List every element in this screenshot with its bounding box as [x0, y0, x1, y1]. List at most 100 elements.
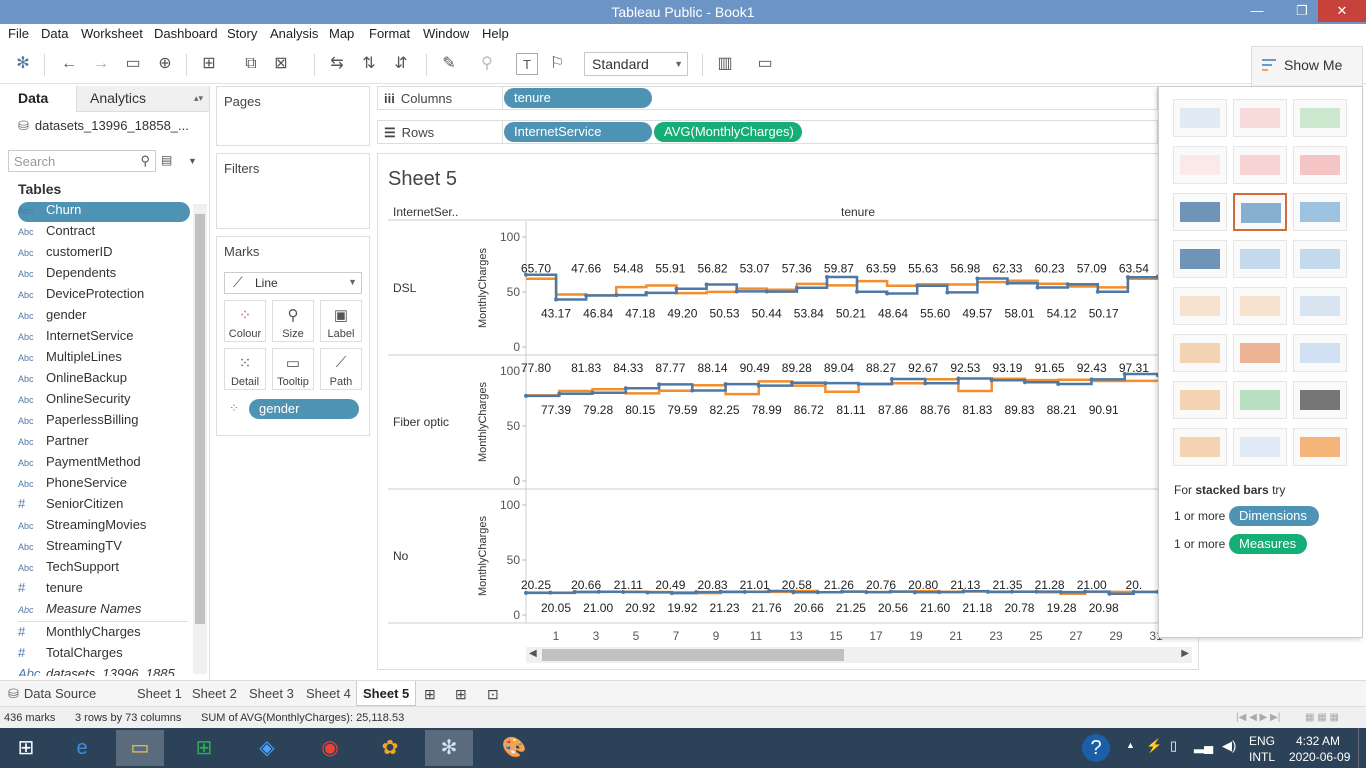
- duplicate-sheet-icon[interactable]: ⧉: [245, 55, 257, 72]
- field-multiplelines[interactable]: Abc MultipleLines: [18, 349, 190, 369]
- line-continuous-thumbnail-icon[interactable]: [1173, 287, 1227, 325]
- language-code[interactable]: ENG: [1249, 734, 1276, 748]
- grid-view-icon[interactable]: ▦ ▦ ▦: [1305, 712, 1339, 723]
- help-icon[interactable]: ?: [1082, 734, 1110, 762]
- undo-icon[interactable]: ←: [61, 55, 77, 72]
- field-gender[interactable]: Abc gender: [18, 307, 190, 327]
- battery-icon[interactable]: ▯: [1170, 738, 1178, 753]
- network-icon[interactable]: ⚡: [1146, 738, 1163, 753]
- text-table-thumbnail-icon[interactable]: [1173, 99, 1227, 137]
- treemap-thumbnail-icon[interactable]: [1173, 240, 1227, 278]
- field-paymentmethod[interactable]: Abc PaymentMethod: [18, 454, 190, 474]
- show-cards-icon[interactable]: ▥: [717, 55, 733, 72]
- heat-map-thumbnail-icon[interactable]: [1233, 99, 1287, 137]
- field-contract[interactable]: Abc Contract: [18, 223, 190, 243]
- rows-shelf[interactable]: ☰ Rows InternetService AVG(MonthlyCharges…: [377, 120, 1158, 144]
- tableau-taskbar-icon[interactable]: ✻: [425, 730, 473, 766]
- volume-icon[interactable]: ◀): [1222, 738, 1237, 753]
- restore-button[interactable]: ❐: [1296, 3, 1308, 18]
- tab-toggle-icon[interactable]: ▴▾: [194, 93, 204, 103]
- dual-combination-thumbnail-icon[interactable]: [1293, 334, 1347, 372]
- dual-lines-thumbnail-icon[interactable]: [1293, 287, 1347, 325]
- field-onlinesecurity[interactable]: Abc OnlineSecurity: [18, 391, 190, 411]
- sort-ascending-icon[interactable]: ⇅: [362, 55, 376, 72]
- wifi-icon[interactable]: ▂▄: [1194, 738, 1214, 753]
- field-techsupport[interactable]: Abc TechSupport: [18, 559, 190, 579]
- mark-type-select[interactable]: ⟋ Line ▼: [224, 272, 362, 294]
- field-tenure[interactable]: # tenure: [18, 580, 190, 600]
- view-hscrollbar[interactable]: ◀ ▶: [526, 647, 1192, 663]
- scatter-plot-thumbnail-icon[interactable]: [1173, 381, 1227, 419]
- filled-map-thumbnail-icon[interactable]: [1233, 146, 1287, 184]
- tab-analytics[interactable]: Analytics: [90, 90, 147, 106]
- detail-button[interactable]: ⁙ Detail: [224, 348, 266, 390]
- show-desktop-button[interactable]: [1358, 728, 1366, 768]
- side-by-side-circles-thumbnail-icon[interactable]: [1293, 240, 1347, 278]
- clock-date[interactable]: 2020-06-09: [1289, 750, 1351, 764]
- tenure-pill[interactable]: tenure: [504, 88, 652, 108]
- field-internetservice[interactable]: Abc InternetService: [18, 328, 190, 348]
- chevron-right-icon[interactable]: ▶: [1181, 648, 1189, 659]
- tab-sheet-3[interactable]: Sheet 3: [249, 686, 294, 701]
- file-explorer-icon[interactable]: ▭: [116, 730, 164, 766]
- group-icon[interactable]: ⚲: [481, 55, 493, 72]
- side-by-side-bars-thumbnail-icon[interactable]: [1293, 193, 1347, 231]
- field-totalcharges[interactable]: # TotalCharges: [18, 645, 190, 665]
- avg-monthlycharges-pill[interactable]: AVG(MonthlyCharges): [654, 122, 802, 142]
- new-dashboard-tab-icon[interactable]: ⊞: [455, 686, 467, 702]
- size-button[interactable]: ⚲ Size: [272, 300, 314, 342]
- menu-map[interactable]: Map: [329, 26, 355, 41]
- tray-chevron-icon[interactable]: ▲: [1126, 740, 1135, 750]
- scrollbar-thumb[interactable]: [542, 649, 844, 661]
- gantt-chart-thumbnail-icon[interactable]: [1173, 428, 1227, 466]
- data-pane-scrollbar[interactable]: [193, 204, 207, 674]
- swap-rows-columns-icon[interactable]: ⇆: [330, 55, 344, 72]
- field-onlinebackup[interactable]: Abc OnlineBackup: [18, 370, 190, 390]
- menu-file[interactable]: File: [8, 26, 29, 41]
- sheet-nav-icon[interactable]: |◀ ◀ ▶ ▶|: [1236, 712, 1281, 723]
- minimize-button[interactable]: —: [1250, 3, 1264, 18]
- view-toggle-icon[interactable]: ▤: [161, 153, 173, 167]
- show-labels-icon[interactable]: T: [516, 53, 538, 75]
- show-me-button[interactable]: Show Me: [1251, 46, 1363, 86]
- language-layout[interactable]: INTL: [1249, 750, 1276, 764]
- tab-sheet-1[interactable]: Sheet 1: [137, 686, 182, 701]
- internetservice-pill[interactable]: InternetService: [504, 122, 652, 142]
- label-button[interactable]: ▣ Label: [320, 300, 362, 342]
- search-input[interactable]: Search ⚲: [8, 150, 156, 172]
- columns-shelf[interactable]: iii Columns tenure: [377, 86, 1158, 110]
- field-dependents[interactable]: Abc Dependents: [18, 265, 190, 285]
- packed-bubbles-thumbnail-icon[interactable]: [1293, 428, 1347, 466]
- symbol-map-thumbnail-icon[interactable]: [1173, 146, 1227, 184]
- field-phoneservice[interactable]: Abc PhoneService: [18, 475, 190, 495]
- field-measure-names[interactable]: Abc Measure Names: [18, 601, 190, 621]
- chevron-left-icon[interactable]: ◀: [529, 648, 537, 659]
- circle-view-thumbnail-icon[interactable]: [1233, 240, 1287, 278]
- clear-sheet-icon[interactable]: ⊠: [274, 55, 288, 72]
- save-icon[interactable]: ▭: [125, 55, 141, 72]
- clock-time[interactable]: 4:32 AM: [1296, 734, 1341, 748]
- area-discrete-thumbnail-icon[interactable]: [1233, 334, 1287, 372]
- tab-sheet-5[interactable]: Sheet 5: [356, 681, 417, 706]
- field-datasource-count[interactable]: Abc datasets_13996_1885...: [18, 666, 190, 676]
- datasource-row[interactable]: ⛁ datasets_13996_18858_...: [18, 118, 189, 134]
- menu-help[interactable]: Help: [482, 26, 509, 41]
- menu-window[interactable]: Window: [423, 26, 470, 41]
- pin-icon[interactable]: ⚐: [549, 55, 565, 72]
- line-discrete-thumbnail-icon[interactable]: [1233, 287, 1287, 325]
- box-and-whisker-thumbnail-icon[interactable]: [1293, 381, 1347, 419]
- close-button[interactable]: ✕: [1318, 0, 1366, 22]
- new-datasource-icon[interactable]: ⊕: [158, 55, 172, 72]
- menu-format[interactable]: Format: [369, 26, 411, 41]
- menu-worksheet[interactable]: Worksheet: [81, 26, 143, 41]
- store-icon[interactable]: ⊞: [195, 737, 213, 759]
- new-worksheet-tab-icon[interactable]: ⊞: [424, 686, 436, 702]
- field-partner[interactable]: Abc Partner: [18, 433, 190, 453]
- highlight-table-thumbnail-icon[interactable]: [1293, 99, 1347, 137]
- tableau-logo-icon[interactable]: ✻: [16, 55, 30, 72]
- field-deviceprotection[interactable]: Abc DeviceProtection: [18, 286, 190, 306]
- internet-explorer-icon[interactable]: e: [76, 737, 88, 759]
- dropbox-icon[interactable]: ◈: [259, 737, 275, 759]
- gender-colour-pill[interactable]: gender: [249, 399, 359, 419]
- field-seniorcitizen[interactable]: # SeniorCitizen: [18, 496, 190, 516]
